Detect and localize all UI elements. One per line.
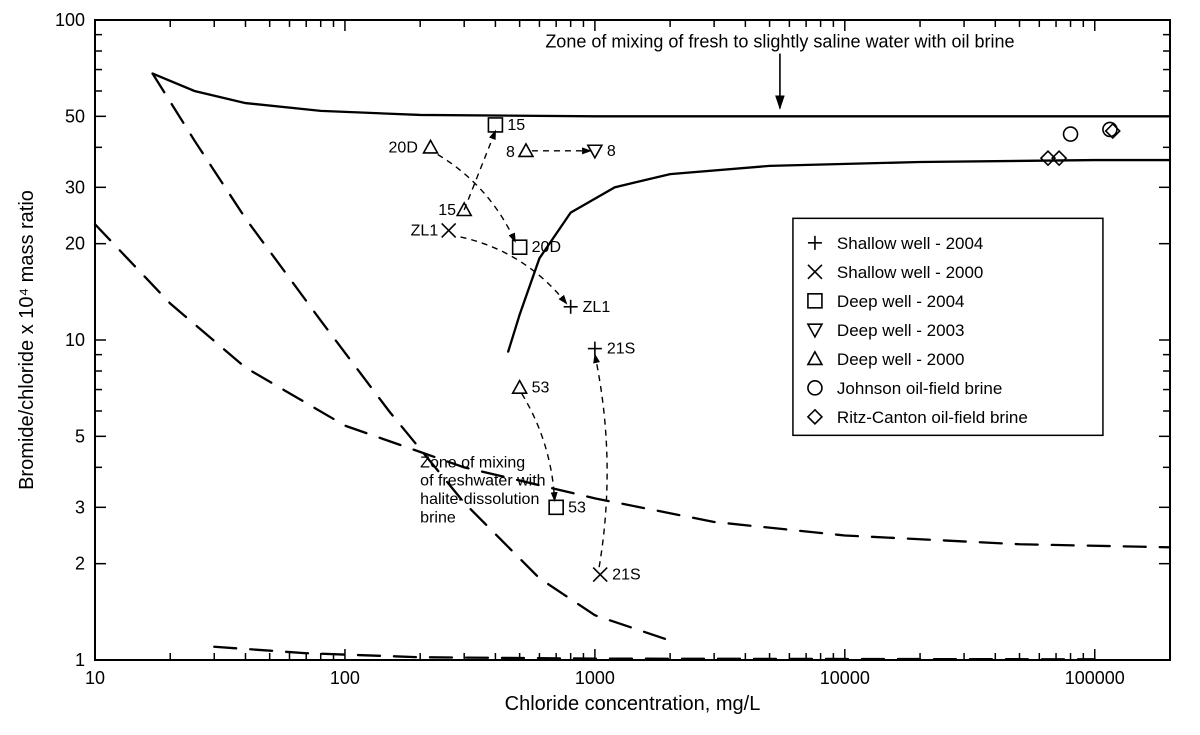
legend-item-label: Deep well - 2000 <box>837 350 965 369</box>
y-tick-label: 100 <box>55 10 85 30</box>
data-point: ZL1 <box>564 299 611 316</box>
connector-arrow <box>464 131 495 210</box>
zone-curve-halite_lower <box>214 647 1095 660</box>
data-point: 15 <box>488 117 525 134</box>
data-point <box>1064 127 1078 141</box>
y-tick-label: 20 <box>65 234 85 254</box>
y-tick-label: 5 <box>75 426 85 446</box>
legend-item-label: Deep well - 2004 <box>837 292 965 311</box>
data-point: ZL1 <box>411 222 456 239</box>
point-label: 21S <box>607 341 635 358</box>
point-label: 15 <box>507 117 525 134</box>
connector-arrow <box>438 154 516 241</box>
x-tick-label: 100 <box>330 668 360 688</box>
point-label: 53 <box>532 380 550 397</box>
data-point: 21S <box>588 341 635 358</box>
legend-item-label: Ritz-Canton oil-field brine <box>837 408 1028 427</box>
point-label: ZL1 <box>583 299 611 316</box>
annotation-halite-zone: Zone of mixingof freshwater withhalite-d… <box>420 454 545 526</box>
data-point: 8 <box>506 144 533 161</box>
data-point: 21S <box>593 567 640 584</box>
legend-item-label: Johnson oil-field brine <box>837 379 1002 398</box>
y-tick-label: 30 <box>65 177 85 197</box>
y-tick-label: 50 <box>65 106 85 126</box>
point-label: 53 <box>568 499 586 516</box>
x-tick-label: 1000 <box>575 668 615 688</box>
y-axis-label: Bromide/chloride x 10⁴ mass ratio <box>16 190 38 490</box>
data-point: 53 <box>549 499 586 516</box>
y-tick-label: 3 <box>75 497 85 517</box>
y-tick-label: 10 <box>65 330 85 350</box>
x-axis-label: Chloride concentration, mg/L <box>505 693 761 715</box>
point-label: 8 <box>506 144 515 161</box>
point-label: ZL1 <box>411 222 439 239</box>
connector-arrow <box>595 355 607 568</box>
x-tick-label: 10 <box>85 668 105 688</box>
x-tick-label: 100000 <box>1065 668 1125 688</box>
point-label: 20D <box>389 139 418 156</box>
data-point: 20D <box>389 139 438 156</box>
point-label: 8 <box>607 143 616 160</box>
legend-item-label: Shallow well - 2004 <box>837 234 983 253</box>
y-tick-label: 2 <box>75 554 85 574</box>
point-label: 15 <box>438 202 456 219</box>
zone-curve-mid_dashed <box>153 74 671 641</box>
bromide-chloride-chart: 10 100 1000 10000 100000 1 2 3 5 10 20 30 50 100 Chlor… <box>0 0 1200 735</box>
annotation-oil-brine-zone: Zone of mixing of fresh to slightly sali… <box>545 32 1014 52</box>
zone-curve-oil_brine_upper <box>153 74 1170 117</box>
data-point: 53 <box>513 380 550 397</box>
data-point: 20D <box>513 239 561 256</box>
legend-item-label: Shallow well - 2000 <box>837 263 983 282</box>
data-point: 8 <box>588 143 616 160</box>
legend: Shallow well - 2004 Shallow well - 2000 De… <box>793 218 1103 435</box>
point-label: 20D <box>532 239 561 256</box>
x-tick-label: 10000 <box>820 668 870 688</box>
legend-item-label: Deep well - 2003 <box>837 321 965 340</box>
y-tick-label: 1 <box>75 650 85 670</box>
point-label: 21S <box>612 567 640 584</box>
